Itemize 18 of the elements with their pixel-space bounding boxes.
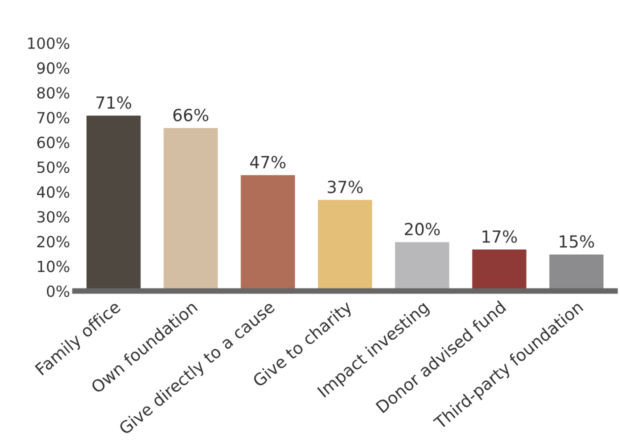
y-tick-label: 40% <box>36 186 70 198</box>
data-label: 20% <box>404 222 440 236</box>
data-label: 47% <box>250 156 286 168</box>
y-tick-label: 80% <box>37 87 70 99</box>
y-tick-label: 50% <box>37 161 70 174</box>
y-tick-label: 0% <box>46 285 70 298</box>
y-tick-label: 10% <box>38 260 70 272</box>
data-label: 37% <box>328 180 363 194</box>
data-label: 66% <box>173 108 208 122</box>
y-tick-label: 70% <box>37 112 70 124</box>
y-tick-label: 60% <box>37 136 70 148</box>
y-tick-label: 100% <box>28 37 70 50</box>
y-tick-label: 30% <box>37 211 70 223</box>
data-label: 71% <box>96 96 132 109</box>
y-tick-label: 20% <box>37 236 70 248</box>
y-tick-label: 90% <box>37 62 70 74</box>
data-label: 17% <box>482 230 517 243</box>
data-label: 15% <box>560 235 594 248</box>
